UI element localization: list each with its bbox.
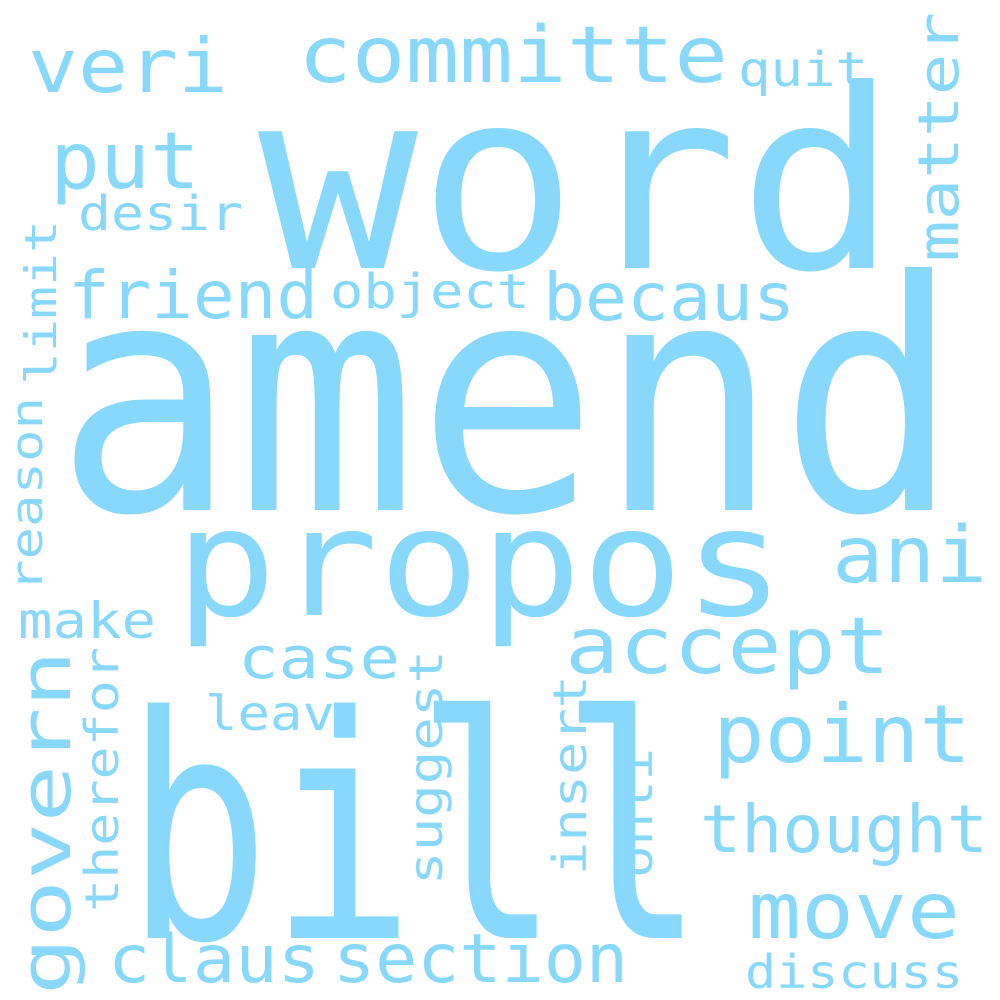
word-suggest: suggest xyxy=(399,650,453,885)
word-leav: leav xyxy=(205,686,335,742)
word-claus: claus xyxy=(108,921,320,998)
word-quit: quit xyxy=(738,42,868,98)
word-amend: amend xyxy=(55,214,960,586)
word-becaus: becaus xyxy=(543,259,795,336)
word-therefor: therefor xyxy=(75,647,129,912)
word-committe: committe xyxy=(298,11,728,101)
word-propos: propos xyxy=(175,477,785,651)
word-accept: accept xyxy=(565,602,890,692)
word-insert: insert xyxy=(543,675,597,875)
word-bill: bill xyxy=(125,651,705,1000)
word-reason: reason xyxy=(2,397,53,592)
word-case: case xyxy=(238,624,400,692)
word-govern: govern xyxy=(5,650,87,995)
word-friend: friend xyxy=(68,257,318,334)
word-discuss: discuss xyxy=(745,945,963,999)
word-desir: desir xyxy=(78,186,243,242)
word-make: make xyxy=(18,592,156,650)
word-point: point xyxy=(713,688,971,781)
word-section: section xyxy=(333,920,628,999)
word-move: move xyxy=(748,867,960,957)
word-matter: matter xyxy=(907,12,972,262)
word-object: object xyxy=(330,264,530,320)
word-veri: veri xyxy=(28,22,228,110)
word-ani: ani xyxy=(832,511,987,601)
word-limit: limit xyxy=(16,220,67,385)
word-thought: thought xyxy=(700,791,988,868)
word-onli: onli xyxy=(609,748,663,878)
word-put: put xyxy=(50,117,200,207)
word-word: word xyxy=(258,36,898,327)
